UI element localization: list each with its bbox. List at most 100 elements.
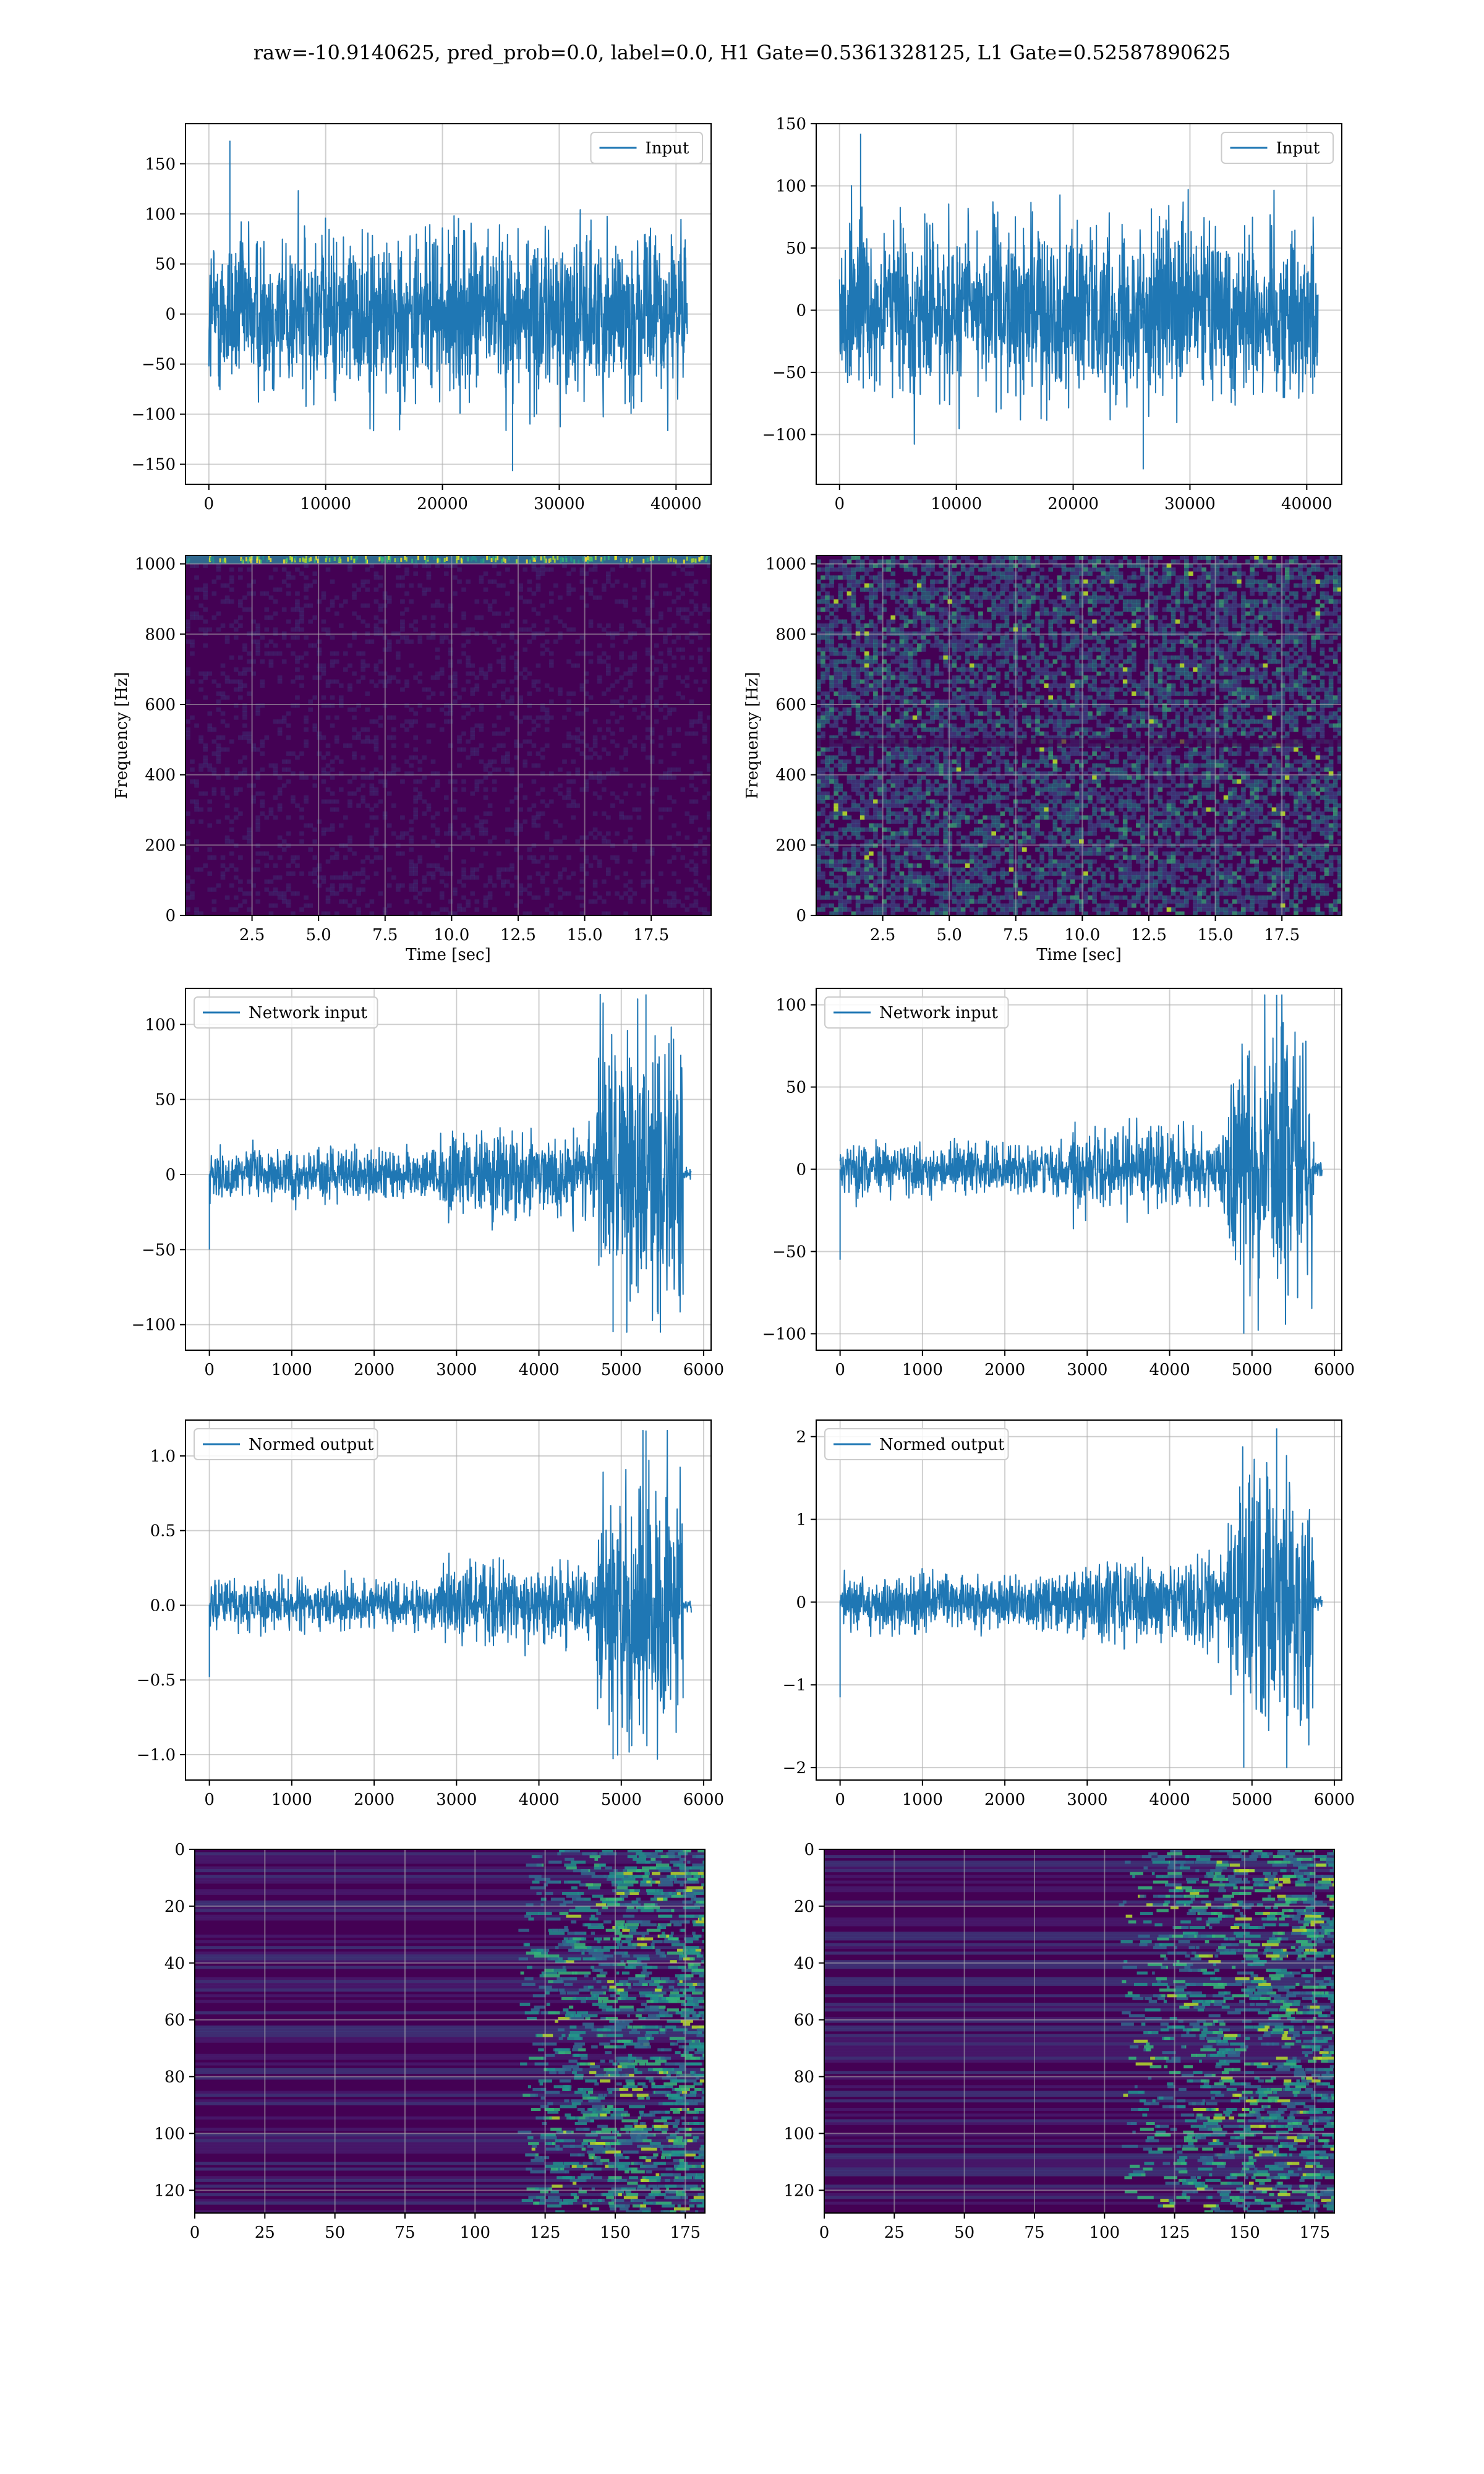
figure-title: raw=-10.9140625, pred_prob=0.0, label=0.… (253, 41, 1231, 64)
x-tick-label: 15.0 (567, 926, 603, 944)
x-tick-label: 50 (954, 2224, 974, 2242)
y-tick-label: 2 (796, 1428, 806, 1447)
x-tick-label: 7.5 (1003, 926, 1028, 944)
x-tick-label: 40000 (1281, 495, 1333, 513)
series-line (208, 993, 692, 1333)
y-tick-label: 100 (145, 1016, 176, 1034)
y-tick-label: 600 (145, 696, 176, 714)
y-tick-label: 0 (804, 1841, 814, 1859)
x-tick-label: 3000 (436, 1791, 477, 1809)
axes-frame (816, 123, 1342, 485)
subplot-r3-c2: 0 1000 2000 3000 4000 5000 6000 −100 −50 0 50 100 Ne… (762, 988, 1355, 1379)
x-tick-label: 2000 (354, 1791, 394, 1809)
y-tick-label: 0 (796, 1161, 806, 1179)
series-line (208, 140, 688, 471)
heatmap-image (186, 555, 711, 915)
x-tick-label: 100 (1089, 2224, 1120, 2242)
x-axis-label: Time [sec] (406, 946, 491, 964)
x-tick-label: 17.5 (633, 926, 669, 944)
subplot-r4-c2: 0 1000 2000 3000 4000 5000 6000 −2 −1 0 1 2 Normed o… (783, 1419, 1355, 1809)
axes-frame (816, 1419, 1342, 1781)
subplot-r1-c1: 0 10000 20000 30000 40000 −150 −100 −50 0 50 100 15… (132, 123, 712, 513)
x-tick-label: 2000 (984, 1361, 1025, 1379)
y-tick-label: 0 (174, 1841, 185, 1859)
x-tick-label: 4000 (1149, 1361, 1190, 1379)
y-tick-label: −100 (762, 1325, 806, 1343)
x-tick-label: 20000 (417, 495, 468, 513)
y-tick-label: 0.5 (150, 1522, 176, 1541)
x-tick-label: 150 (1229, 2224, 1260, 2242)
subplot-r2-c1: 2.5 5.0 7.5 10.0 12.5 15.0 17.5 0 200 400 600 800 10… (113, 555, 712, 964)
y-tick-label: −150 (132, 456, 176, 474)
y-tick-label: 1000 (765, 555, 806, 574)
series-line (838, 134, 1319, 469)
y-tick-label: 0 (796, 907, 806, 925)
x-tick-label: 3000 (1067, 1791, 1107, 1809)
x-tick-label: 75 (394, 2224, 415, 2242)
x-tick-label: 0 (204, 1791, 215, 1809)
y-tick-label: 0 (796, 302, 806, 320)
subplot-r5-c2: 0 25 50 75 100 125 150 175 0 20 40 60 80 100 120 (783, 1841, 1335, 2242)
x-tick-label: 5000 (1232, 1791, 1273, 1809)
x-tick-label: 7.5 (372, 926, 398, 944)
y-tick-label: 100 (145, 205, 176, 224)
y-tick-label: 40 (794, 1954, 814, 1973)
x-tick-label: 20000 (1047, 495, 1099, 513)
x-tick-label: 10000 (300, 495, 351, 513)
x-tick-label: 175 (1299, 2224, 1330, 2242)
x-tick-label: 12.5 (1131, 926, 1167, 944)
x-tick-label: 2.5 (239, 926, 265, 944)
y-tick-label: 0 (165, 306, 176, 324)
y-tick-label: 20 (164, 1898, 185, 1916)
x-tick-label: 0 (835, 1791, 845, 1809)
x-tick-label: 175 (670, 2224, 701, 2242)
x-tick-label: 0 (819, 2224, 830, 2242)
x-tick-label: 0 (204, 495, 215, 513)
y-tick-label: 50 (155, 255, 176, 274)
legend-label: Normed output (879, 1436, 1005, 1454)
axes-frame (185, 123, 712, 485)
x-tick-label: 3000 (436, 1361, 477, 1379)
axes-frame (816, 555, 1342, 916)
y-tick-label: −50 (772, 364, 806, 382)
y-tick-label: 600 (775, 696, 806, 714)
x-tick-label: 3000 (1067, 1361, 1107, 1379)
x-tick-label: 4000 (518, 1791, 559, 1809)
y-tick-label: 1.0 (150, 1447, 176, 1466)
x-tick-label: 17.5 (1264, 926, 1300, 944)
y-axis-label: Frequency [Hz] (743, 672, 762, 799)
x-tick-label: 4000 (1149, 1791, 1190, 1809)
heatmap-image (816, 555, 1342, 915)
x-tick-label: 1000 (902, 1791, 943, 1809)
subplot-r4-c1: 0 1000 2000 3000 4000 5000 6000 −1.0 −0.5 0.0 0.5 1… (137, 1419, 724, 1809)
x-tick-label: 0 (190, 2224, 200, 2242)
y-tick-label: 20 (794, 1898, 814, 1916)
legend: Network input (194, 996, 378, 1029)
legend: Network input (824, 996, 1009, 1029)
axes-frame (185, 988, 712, 1351)
y-tick-label: 100 (775, 996, 806, 1015)
y-tick-label: 0 (165, 907, 176, 925)
x-tick-label: 10.0 (1064, 926, 1100, 944)
y-tick-label: 100 (775, 178, 806, 196)
y-tick-label: 50 (155, 1091, 176, 1110)
x-tick-label: 10.0 (433, 926, 469, 944)
heatmap-image (195, 1849, 705, 2213)
y-tick-label: 200 (145, 836, 176, 855)
y-tick-label: −100 (132, 1316, 176, 1335)
axes-frame (194, 1849, 706, 2214)
x-tick-label: 50 (325, 2224, 345, 2242)
legend: Normed output (824, 1428, 1009, 1460)
x-tick-label: 5.0 (937, 926, 962, 944)
y-tick-label: −2 (783, 1759, 806, 1778)
x-tick-label: 2000 (354, 1361, 394, 1379)
x-tick-label: 5000 (601, 1361, 642, 1379)
legend: Input (590, 132, 703, 164)
y-tick-label: 60 (164, 2011, 185, 2030)
x-tick-label: 40000 (650, 495, 702, 513)
x-tick-label: 0 (835, 1361, 845, 1379)
x-tick-label: 25 (255, 2224, 275, 2242)
x-tick-label: 150 (600, 2224, 631, 2242)
y-tick-label: 800 (775, 625, 806, 644)
